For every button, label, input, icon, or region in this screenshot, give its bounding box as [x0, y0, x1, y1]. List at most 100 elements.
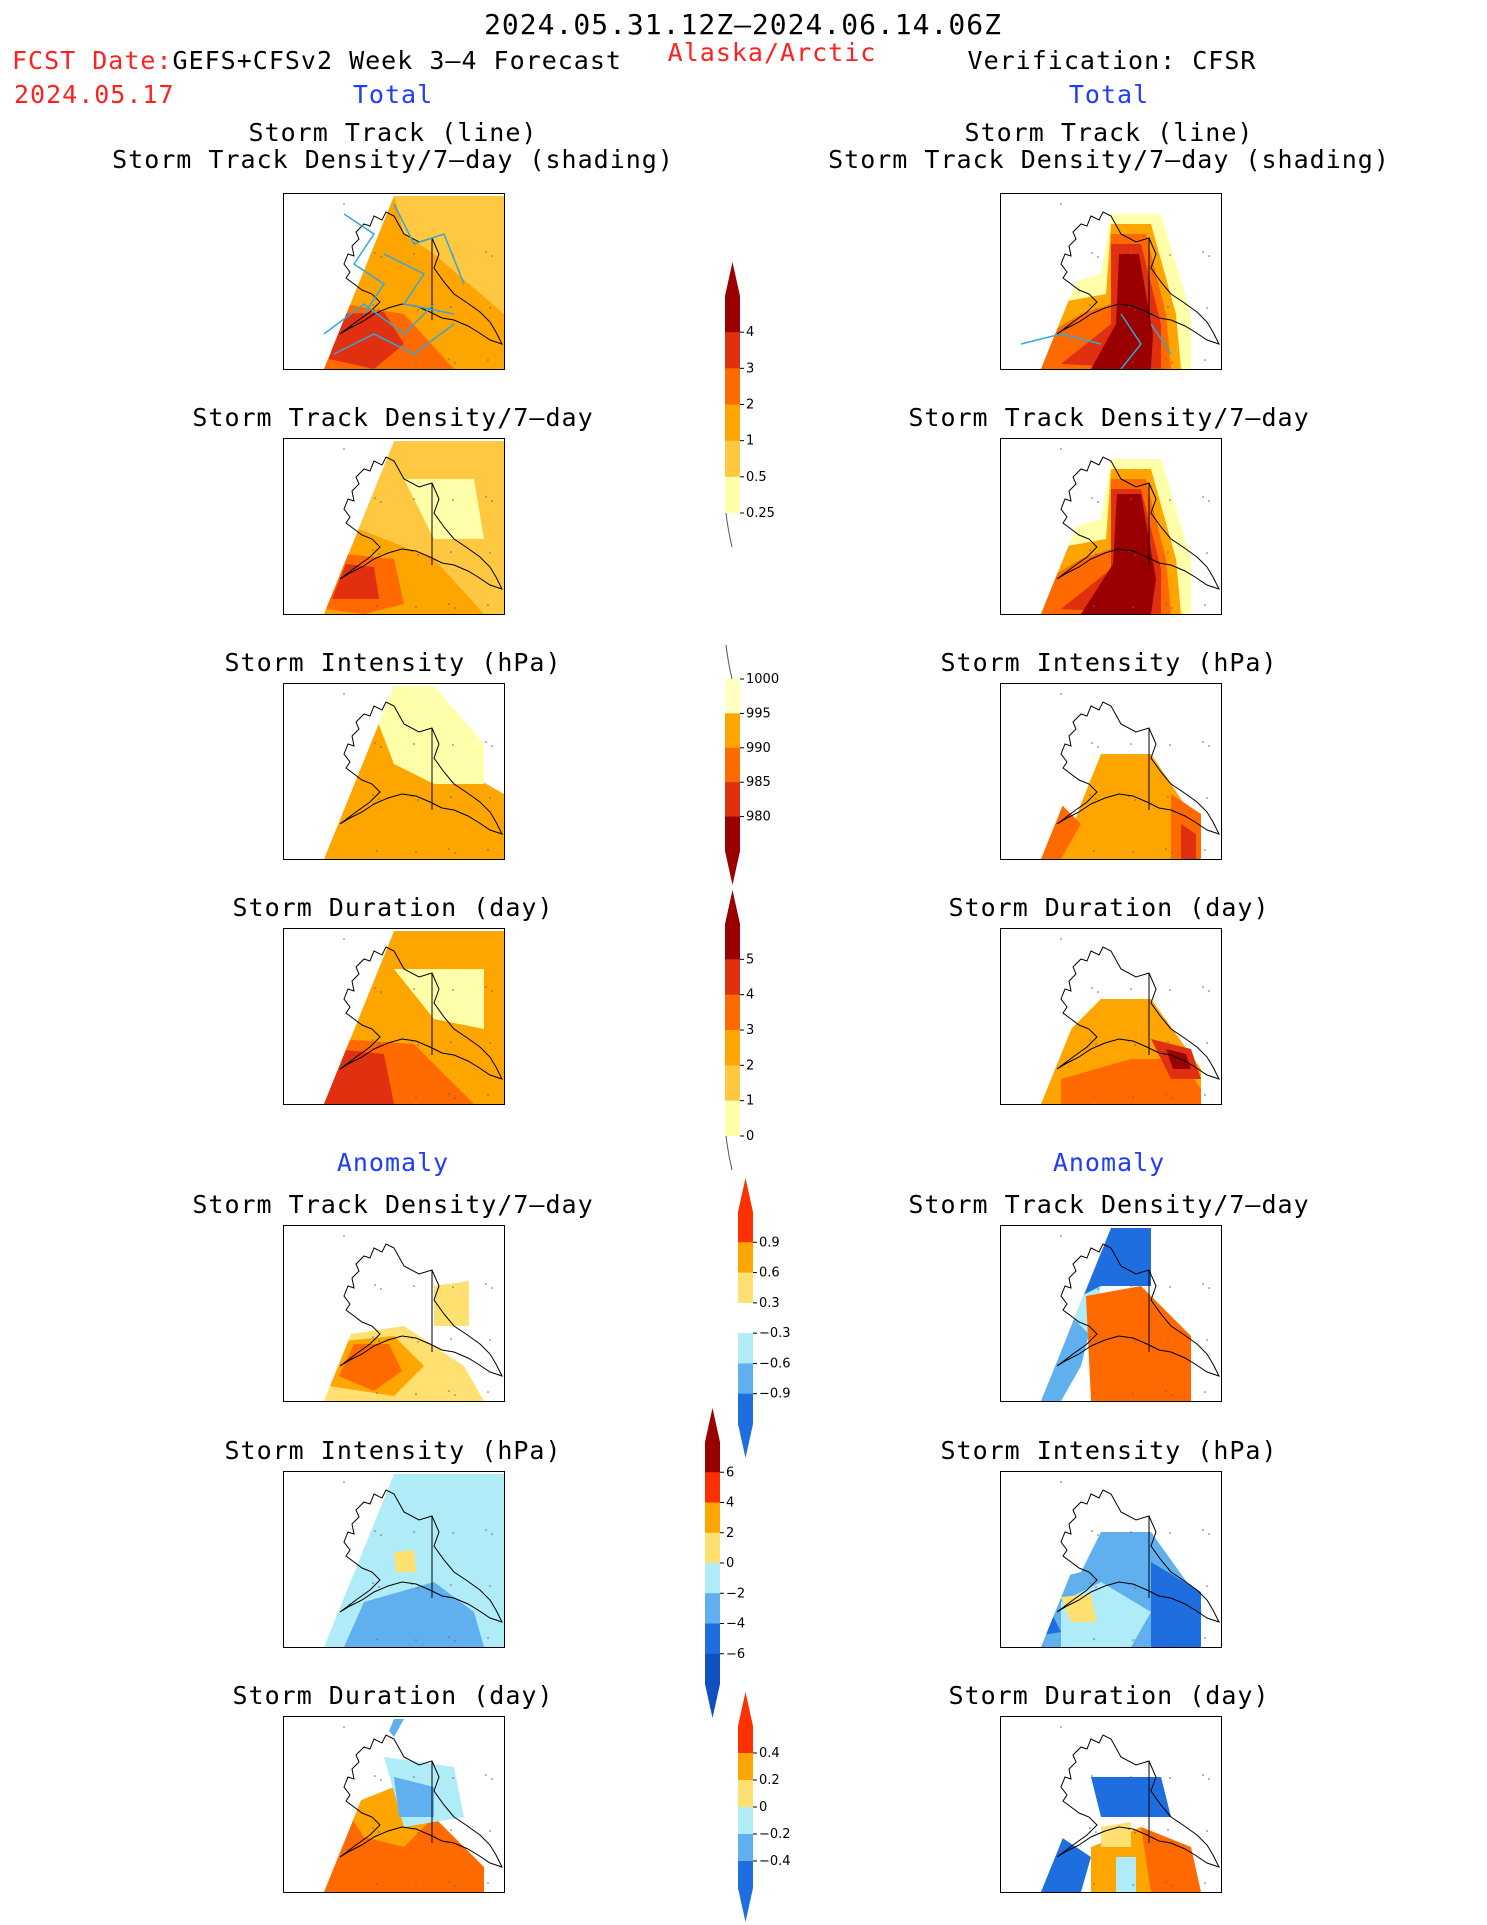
grid-dot	[1089, 1336, 1091, 1338]
grid-dot	[1206, 1339, 1208, 1341]
grid-dot	[1097, 746, 1099, 748]
grid-dot	[1202, 1774, 1204, 1776]
grid-dot	[376, 850, 378, 852]
grid-dot	[1204, 849, 1206, 851]
grid-dot	[1204, 604, 1206, 606]
colorbar-extend-bottom	[738, 1424, 753, 1458]
shaded-region	[1141, 1827, 1201, 1892]
shaded-region	[344, 1582, 484, 1647]
map-right-duration	[1000, 928, 1222, 1105]
map-drawing	[1041, 448, 1220, 614]
grid-dot	[1093, 605, 1095, 607]
grid-dot	[1089, 549, 1091, 551]
map-left-anom-duration	[283, 1716, 505, 1893]
grid-dot	[454, 1394, 456, 1396]
coastline	[1056, 701, 1220, 835]
map-drawing	[323, 196, 504, 369]
grid-dot	[1130, 743, 1132, 745]
grid-dot	[1089, 1827, 1091, 1829]
grid-dot	[487, 1637, 489, 1639]
shaded-region	[1061, 1059, 1201, 1104]
grid-dot	[1167, 796, 1169, 798]
colorbar-tick-label: 985	[746, 775, 771, 790]
grid-dot	[452, 1286, 454, 1288]
grid-dot	[489, 1042, 491, 1044]
grid-dot	[1165, 603, 1167, 605]
grid-dot	[380, 256, 382, 258]
right-duration-title: Storm Duration (day)	[948, 893, 1270, 922]
colorbar-tick-label: 980	[746, 810, 771, 825]
grid-dot	[1095, 1831, 1097, 1833]
grid-dot	[413, 253, 415, 255]
colorbar-swatch	[725, 296, 740, 333]
grid-dot	[372, 304, 374, 306]
map-left-track	[283, 193, 505, 370]
colorbar-duration-total: 5 4 3 2 1 0	[725, 890, 754, 1170]
grid-dot	[1060, 203, 1062, 205]
grid-dot	[1208, 1287, 1210, 1289]
grid-dot	[413, 1776, 415, 1778]
grid-dot	[1130, 1285, 1132, 1287]
grid-dot	[1089, 304, 1091, 306]
grid-dot	[376, 1095, 378, 1097]
colorbar-open-end	[725, 1135, 733, 1170]
grid-dot	[1167, 1829, 1169, 1831]
grid-dot	[1171, 852, 1173, 854]
shaded-region	[1081, 494, 1156, 614]
grid-dot	[1060, 1481, 1062, 1483]
colorbar-swatch	[738, 1726, 753, 1754]
grid-dot	[1208, 990, 1210, 992]
map-right-density	[1000, 438, 1222, 615]
grid-dot	[448, 1636, 450, 1638]
grid-dot	[485, 496, 487, 498]
grid-dot	[1134, 1044, 1136, 1046]
colorbar-tick-label: −0.4	[759, 1854, 791, 1869]
map-drawing	[1041, 1726, 1220, 1892]
shaded-region	[332, 564, 379, 599]
grid-dot	[378, 1586, 380, 1588]
colorbar-tick-label: 1	[746, 434, 754, 449]
grid-dot	[1171, 1640, 1173, 1642]
colorbar-swatch	[738, 1363, 753, 1395]
grid-dot	[1089, 794, 1091, 796]
grid-dot	[1130, 988, 1132, 990]
grid-dot	[417, 309, 419, 311]
colorbar-tick-label: 0	[746, 1129, 754, 1144]
storm-track-line	[343, 213, 386, 315]
left-anom-intensity-title: Storm Intensity (hPa)	[224, 1436, 562, 1465]
grid-dot	[376, 360, 378, 362]
grid-dot	[1171, 362, 1173, 364]
grid-dot	[491, 1287, 493, 1289]
storm-track-line	[1120, 313, 1142, 369]
colorbar-open-end	[725, 512, 733, 547]
colorbar-swatch	[725, 924, 740, 960]
grid-dot	[1134, 554, 1136, 556]
grid-dot	[487, 359, 489, 361]
grid-dot	[417, 1832, 419, 1834]
grid-dot	[343, 693, 345, 695]
colorbar-swatch	[705, 1442, 720, 1473]
colorbar-tick-label: 0.4	[759, 1746, 780, 1761]
grid-dot	[485, 1283, 487, 1285]
map-right-intensity	[1000, 683, 1222, 860]
grid-dot	[1165, 1636, 1167, 1638]
left-anom-duration-title: Storm Duration (day)	[232, 1681, 554, 1710]
coastline	[1056, 1734, 1220, 1868]
grid-dot	[489, 307, 491, 309]
coastline	[339, 1734, 503, 1868]
left-track-line-title: Storm Track (line)	[248, 118, 538, 147]
colorbar-swatch	[725, 476, 740, 514]
coastline	[339, 1243, 503, 1377]
grid-dot	[450, 306, 452, 308]
grid-dot	[1093, 850, 1095, 852]
coastline	[1056, 1489, 1220, 1623]
right-track-shading-title: Storm Track Density/7–day (shading)	[828, 145, 1390, 174]
grid-dot	[1132, 851, 1134, 853]
colorbar-tick-label: 2	[746, 398, 754, 413]
grid-dot	[450, 796, 452, 798]
colorbar-tick-label: 0	[726, 1556, 734, 1571]
colorbar-tick-label: −0.3	[759, 1326, 791, 1341]
grid-dot	[448, 358, 450, 360]
colorbar-tick-label: 995	[746, 706, 771, 721]
grid-dot	[417, 799, 419, 801]
